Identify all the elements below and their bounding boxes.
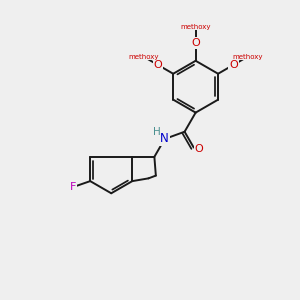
- Text: N: N: [160, 133, 169, 146]
- Text: methoxy: methoxy: [232, 54, 263, 60]
- Text: methoxy: methoxy: [180, 24, 211, 30]
- Text: methoxy: methoxy: [129, 54, 159, 60]
- Text: O: O: [229, 60, 238, 70]
- Text: O: O: [195, 144, 203, 154]
- Text: F: F: [70, 182, 77, 192]
- Text: O: O: [154, 60, 162, 70]
- Text: H: H: [153, 127, 160, 136]
- Text: O: O: [191, 38, 200, 48]
